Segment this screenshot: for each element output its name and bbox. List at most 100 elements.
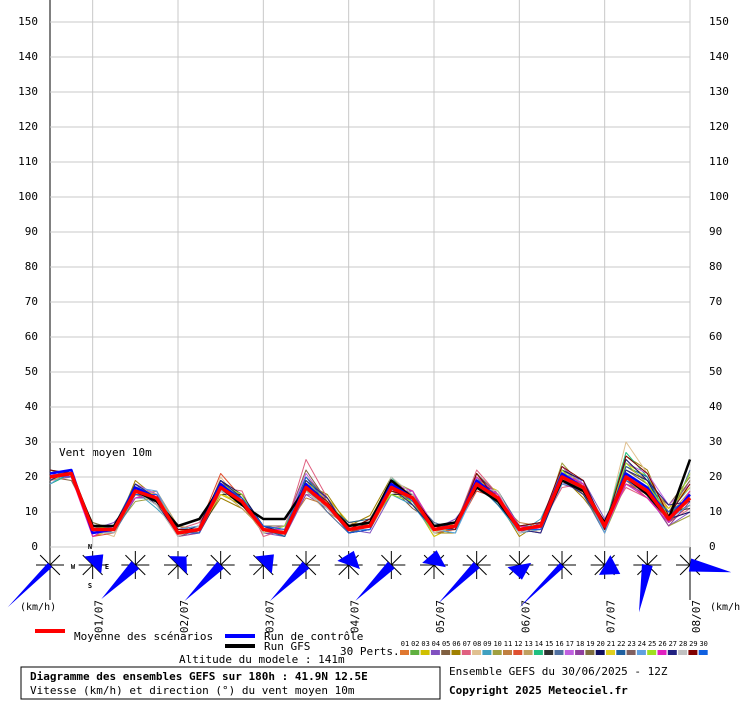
- annotation: Vent moyen 10m: [59, 446, 152, 459]
- legend-swatch: [564, 650, 574, 655]
- y-tick-label: 40: [25, 400, 38, 413]
- wind-arrow: [84, 554, 104, 574]
- y-tick-label: 120: [18, 120, 38, 133]
- chart-title: Diagramme des ensembles GEFS sur 180h : …: [30, 670, 368, 683]
- wind-arrow: [519, 562, 565, 608]
- compass-letter: E: [105, 563, 109, 571]
- legend-label: 25: [648, 640, 656, 648]
- legend-label: 05: [442, 640, 450, 648]
- y-tick-label: 100: [18, 190, 38, 203]
- compass-letter: W: [71, 563, 76, 571]
- x-tick-label: 02/07: [178, 600, 191, 633]
- y-tick-label: 10: [709, 505, 722, 518]
- x-tick-label: 06/07: [519, 600, 532, 633]
- legend-swatch: [441, 650, 451, 655]
- y-tick-label: 30: [25, 435, 38, 448]
- legend-label: 29: [689, 640, 697, 648]
- x-tick-label: 03/07: [263, 600, 276, 633]
- legend-label: 02: [411, 640, 419, 648]
- legend-swatch: [513, 650, 523, 655]
- y-tick-label: 0: [709, 540, 716, 553]
- y-tick-label: 150: [709, 15, 729, 28]
- legend-label: 13: [524, 640, 532, 648]
- legend-label: 30: [699, 640, 707, 648]
- y-tick-label: 150: [18, 15, 38, 28]
- legend-swatch: [420, 650, 430, 655]
- legend-swatch: [575, 650, 585, 655]
- legend-label: 23: [627, 640, 635, 648]
- legend-label: 16: [555, 640, 563, 648]
- legend-label: 07: [463, 640, 471, 648]
- legend-label: 27: [669, 640, 677, 648]
- chart-subtitle: Vitesse (km/h) et direction (°) du vent …: [30, 684, 355, 697]
- legend-label: Run de contrôle: [264, 630, 363, 643]
- legend-label: 15: [545, 640, 553, 648]
- legend-label: 10: [493, 640, 501, 648]
- x-tick-label: 04/07: [349, 600, 362, 633]
- legend-swatch: [636, 650, 646, 655]
- perturbations-label: 30 Perts.: [340, 645, 400, 658]
- y-tick-label: 110: [709, 155, 729, 168]
- legend-label: 04: [432, 640, 440, 648]
- y-tick-label: 10: [25, 505, 38, 518]
- legend-swatch: [523, 650, 533, 655]
- y-tick-label: 140: [709, 50, 729, 63]
- legend-label: Run GFS: [264, 640, 310, 653]
- legend-swatch: [533, 650, 543, 655]
- wind-arrow: [184, 561, 225, 602]
- y-tick-label: 110: [18, 155, 38, 168]
- legend-label: Moyenne des scénarios: [74, 630, 213, 643]
- legend-swatch: [688, 650, 698, 655]
- legend-label: 20: [596, 640, 604, 648]
- wind-arrow: [688, 558, 732, 573]
- y-tick-label: 40: [709, 400, 722, 413]
- y-axis-label-right: (km/h): [710, 602, 740, 613]
- legend-label: 06: [452, 640, 460, 648]
- x-tick-label: 08/07: [690, 600, 703, 633]
- y-tick-label: 60: [709, 330, 722, 343]
- legend-label: 03: [421, 640, 429, 648]
- run-info: Ensemble GEFS du 30/06/2025 - 12Z: [449, 665, 668, 678]
- y-tick-label: 70: [25, 295, 38, 308]
- legend-swatch: [585, 650, 595, 655]
- wind-arrow: [355, 561, 395, 602]
- legend-swatch: [492, 650, 502, 655]
- legend-swatch: [554, 650, 564, 655]
- title-box: [20, 666, 441, 700]
- wind-arrow: [337, 550, 360, 570]
- altitude: Altitude du modele : 141m: [179, 653, 345, 666]
- legend-label: 12: [514, 640, 522, 648]
- legend-swatch: [606, 650, 615, 655]
- y-tick-label: 20: [709, 470, 722, 483]
- legend-swatch: [626, 650, 636, 655]
- y-tick-label: 90: [709, 225, 722, 238]
- wind-arrow: [269, 561, 310, 602]
- wind-arrow: [507, 562, 532, 580]
- legend-label: 26: [658, 640, 666, 648]
- y-tick-label: 140: [18, 50, 38, 63]
- wind-arrow: [422, 550, 446, 568]
- legend-swatch: [657, 650, 667, 655]
- legend-swatch: [667, 650, 677, 655]
- legend-swatch: [472, 650, 482, 655]
- y-axis-label-left: (km/h): [20, 602, 56, 613]
- legend-label: 11: [504, 640, 512, 648]
- x-tick-label: 01/07: [93, 600, 106, 633]
- legend-swatch: [503, 650, 512, 655]
- y-tick-label: 30: [709, 435, 722, 448]
- legend-swatch: [410, 650, 420, 655]
- legend-label: 08: [473, 640, 481, 648]
- legend-label: 21: [607, 640, 615, 648]
- y-tick-label: 70: [709, 295, 722, 308]
- legend-swatch: [595, 650, 605, 655]
- y-tick-label: 0: [31, 540, 38, 553]
- legend-label: 18: [576, 640, 584, 648]
- y-tick-label: 100: [709, 190, 729, 203]
- compass-letter: N: [88, 543, 92, 551]
- compass-rose: [637, 554, 658, 576]
- wind-arrow: [598, 555, 621, 575]
- y-tick-label: 80: [25, 260, 38, 273]
- legend-label: 24: [638, 640, 646, 648]
- y-tick-label: 130: [18, 85, 38, 98]
